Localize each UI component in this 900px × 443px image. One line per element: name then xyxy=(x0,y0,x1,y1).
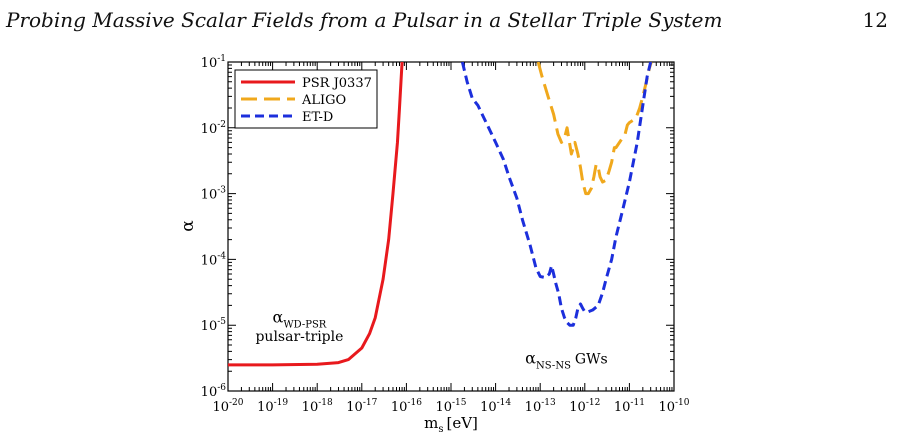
x-tick-label-2-base: 10 xyxy=(302,400,319,415)
x-axis-label: ms [eV] xyxy=(424,414,478,435)
page-number: 12 xyxy=(862,8,888,32)
x-tick-label-3: 10-17 xyxy=(346,398,377,415)
x-tick-label-0-base: 10 xyxy=(212,400,229,415)
x-tick-label-7-exponent: -13 xyxy=(541,398,556,408)
x-tick-label-10-base: 10 xyxy=(658,400,675,415)
x-tick-label-5: 10-15 xyxy=(435,398,466,415)
running-title: Probing Massive Scalar Fields from a Pul… xyxy=(6,8,723,32)
annotation-alpha-ns-ns: αNS-NS xyxy=(525,349,571,372)
x-tick-label-10-exponent: -10 xyxy=(675,398,690,408)
x-tick-label-6-exponent: -14 xyxy=(497,398,512,408)
series-layer xyxy=(228,62,653,367)
x-tick-label-8-base: 10 xyxy=(569,400,586,415)
series-line-1 xyxy=(536,62,653,196)
x-tick-label-1-base: 10 xyxy=(257,400,274,415)
annotation-alpha-wd-psr-subscript: WD-PSR xyxy=(283,319,326,330)
y-tick-label-0: 10-6 xyxy=(201,383,227,400)
y-tick-label-1-exponent: -5 xyxy=(217,317,226,327)
x-tick-label-10: 10-10 xyxy=(658,398,689,415)
tick-marks xyxy=(227,61,675,392)
y-tick-label-3-exponent: -3 xyxy=(217,186,226,196)
x-tick-label-8: 10-12 xyxy=(569,398,600,415)
y-tick-label-2-exponent: -4 xyxy=(217,251,226,261)
x-axis-label-unit: [eV] xyxy=(446,414,477,432)
y-tick-label-4-exponent: -2 xyxy=(217,120,226,130)
x-axis-label-subscript: s xyxy=(438,424,443,435)
x-tick-label-1-exponent: -19 xyxy=(274,398,289,408)
y-tick-label-0-base: 10 xyxy=(201,385,218,400)
y-tick-label-0-exponent: -6 xyxy=(217,383,226,393)
x-tick-label-0: 10-20 xyxy=(212,398,243,415)
series-line-2 xyxy=(460,62,653,327)
annotation-pulsar-triple: pulsar-triple xyxy=(255,329,343,345)
x-tick-label-3-base: 10 xyxy=(346,400,363,415)
x-tick-label-9: 10-11 xyxy=(614,398,645,415)
y-tick-label-5-base: 10 xyxy=(201,56,218,71)
annotation-alpha-ns-ns-subscript: NS-NS xyxy=(536,361,571,372)
y-tick-label-2-base: 10 xyxy=(201,253,218,268)
x-tick-label-4-exponent: -16 xyxy=(407,398,422,408)
x-tick-label-4: 10-16 xyxy=(391,398,422,415)
legend-label-0: PSR J0337 xyxy=(302,76,372,91)
x-tick-label-8-exponent: -12 xyxy=(586,398,601,408)
x-tick-label-5-exponent: -15 xyxy=(452,398,467,408)
annotation-alpha-wd-psr: αWD-PSR xyxy=(273,307,327,330)
x-tick-label-5-base: 10 xyxy=(435,400,452,415)
running-head: Probing Massive Scalar Fields from a Pul… xyxy=(0,8,900,40)
x-tick-label-2: 10-18 xyxy=(302,398,333,415)
y-axis-label: α xyxy=(178,220,198,232)
axis-ticks xyxy=(227,61,675,392)
x-tick-label-7: 10-13 xyxy=(525,398,556,415)
y-tick-label-4-base: 10 xyxy=(201,122,218,137)
tick-labels: 10-20 10-19 10-18 10-17 10-16 10-15 10-14 10-13… xyxy=(201,54,690,415)
x-tick-label-0-exponent: -20 xyxy=(229,398,244,408)
y-tick-label-3: 10-3 xyxy=(201,186,227,203)
x-tick-label-9-exponent: -11 xyxy=(630,398,645,408)
x-axis-label-symbol: m xyxy=(424,414,438,432)
x-tick-label-3-exponent: -17 xyxy=(363,398,378,408)
x-tick-label-9-base: 10 xyxy=(614,400,631,415)
y-tick-label-3-base: 10 xyxy=(201,188,218,203)
x-tick-label-7-base: 10 xyxy=(525,400,542,415)
legend-box xyxy=(234,69,378,129)
annotation-gws: GWs xyxy=(575,352,608,368)
annotation-alpha-wd-psr-symbol: α xyxy=(273,307,284,326)
x-tick-label-2-exponent: -18 xyxy=(318,398,333,408)
legend-label-2: ET-D xyxy=(302,110,333,125)
y-tick-label-1: 10-5 xyxy=(201,317,227,334)
annotation-alpha-ns-ns-symbol: α xyxy=(525,349,536,368)
y-tick-label-4: 10-2 xyxy=(201,120,226,137)
x-tick-label-6: 10-14 xyxy=(480,398,511,415)
x-tick-label-6-base: 10 xyxy=(480,400,497,415)
series-line-0 xyxy=(228,62,404,367)
x-tick-label-1: 10-19 xyxy=(257,398,288,415)
y-tick-label-5-exponent: -1 xyxy=(217,54,226,64)
y-tick-label-2: 10-4 xyxy=(201,251,227,268)
legend: PSR J0337 ALIGO ET-D xyxy=(234,69,378,129)
legend-label-1: ALIGO xyxy=(301,93,346,108)
x-tick-label-4-base: 10 xyxy=(391,400,408,415)
y-tick-label-1-base: 10 xyxy=(201,319,218,334)
y-tick-label-5: 10-1 xyxy=(201,54,226,71)
